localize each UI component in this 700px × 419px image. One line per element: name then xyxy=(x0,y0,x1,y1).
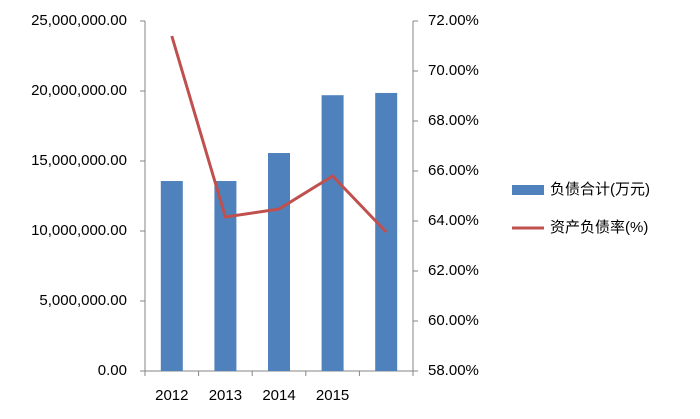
y2-tick-label: 62.00% xyxy=(428,262,479,279)
x-tick-label: 2013 xyxy=(209,387,242,404)
x-tick-label: 2014 xyxy=(262,387,295,404)
x-tick-label: 2012 xyxy=(155,387,188,404)
bar xyxy=(214,181,237,371)
legend-label: 资产负债率(%) xyxy=(550,219,648,236)
x-tick-label: 2015 xyxy=(316,387,349,404)
y-tick-label: 20,000,000.00 xyxy=(31,82,127,99)
y-tick-label: 5,000,000.00 xyxy=(39,292,127,309)
y2-tick-label: 68.00% xyxy=(428,112,479,129)
line xyxy=(170,35,388,234)
y-tick-label: 10,000,000.00 xyxy=(31,222,127,239)
y-tick-label: 0.00 xyxy=(98,362,127,379)
bar xyxy=(321,95,344,371)
y2-tick-label: 72.00% xyxy=(428,12,479,29)
y2-tick-label: 60.00% xyxy=(428,312,479,329)
y-tick-label: 25,000,000.00 xyxy=(31,12,127,29)
y2-tick-label: 66.00% xyxy=(428,162,479,179)
y2-tick-label: 70.00% xyxy=(428,62,479,79)
legend-swatch xyxy=(512,185,544,195)
y2-tick-label: 58.00% xyxy=(428,362,479,379)
legend-label: 负债合计(万元) xyxy=(550,181,650,198)
y2-tick-label: 64.00% xyxy=(428,212,479,229)
bar xyxy=(160,181,183,371)
bar xyxy=(268,153,290,371)
y-tick-label: 15,000,000.00 xyxy=(31,152,127,169)
